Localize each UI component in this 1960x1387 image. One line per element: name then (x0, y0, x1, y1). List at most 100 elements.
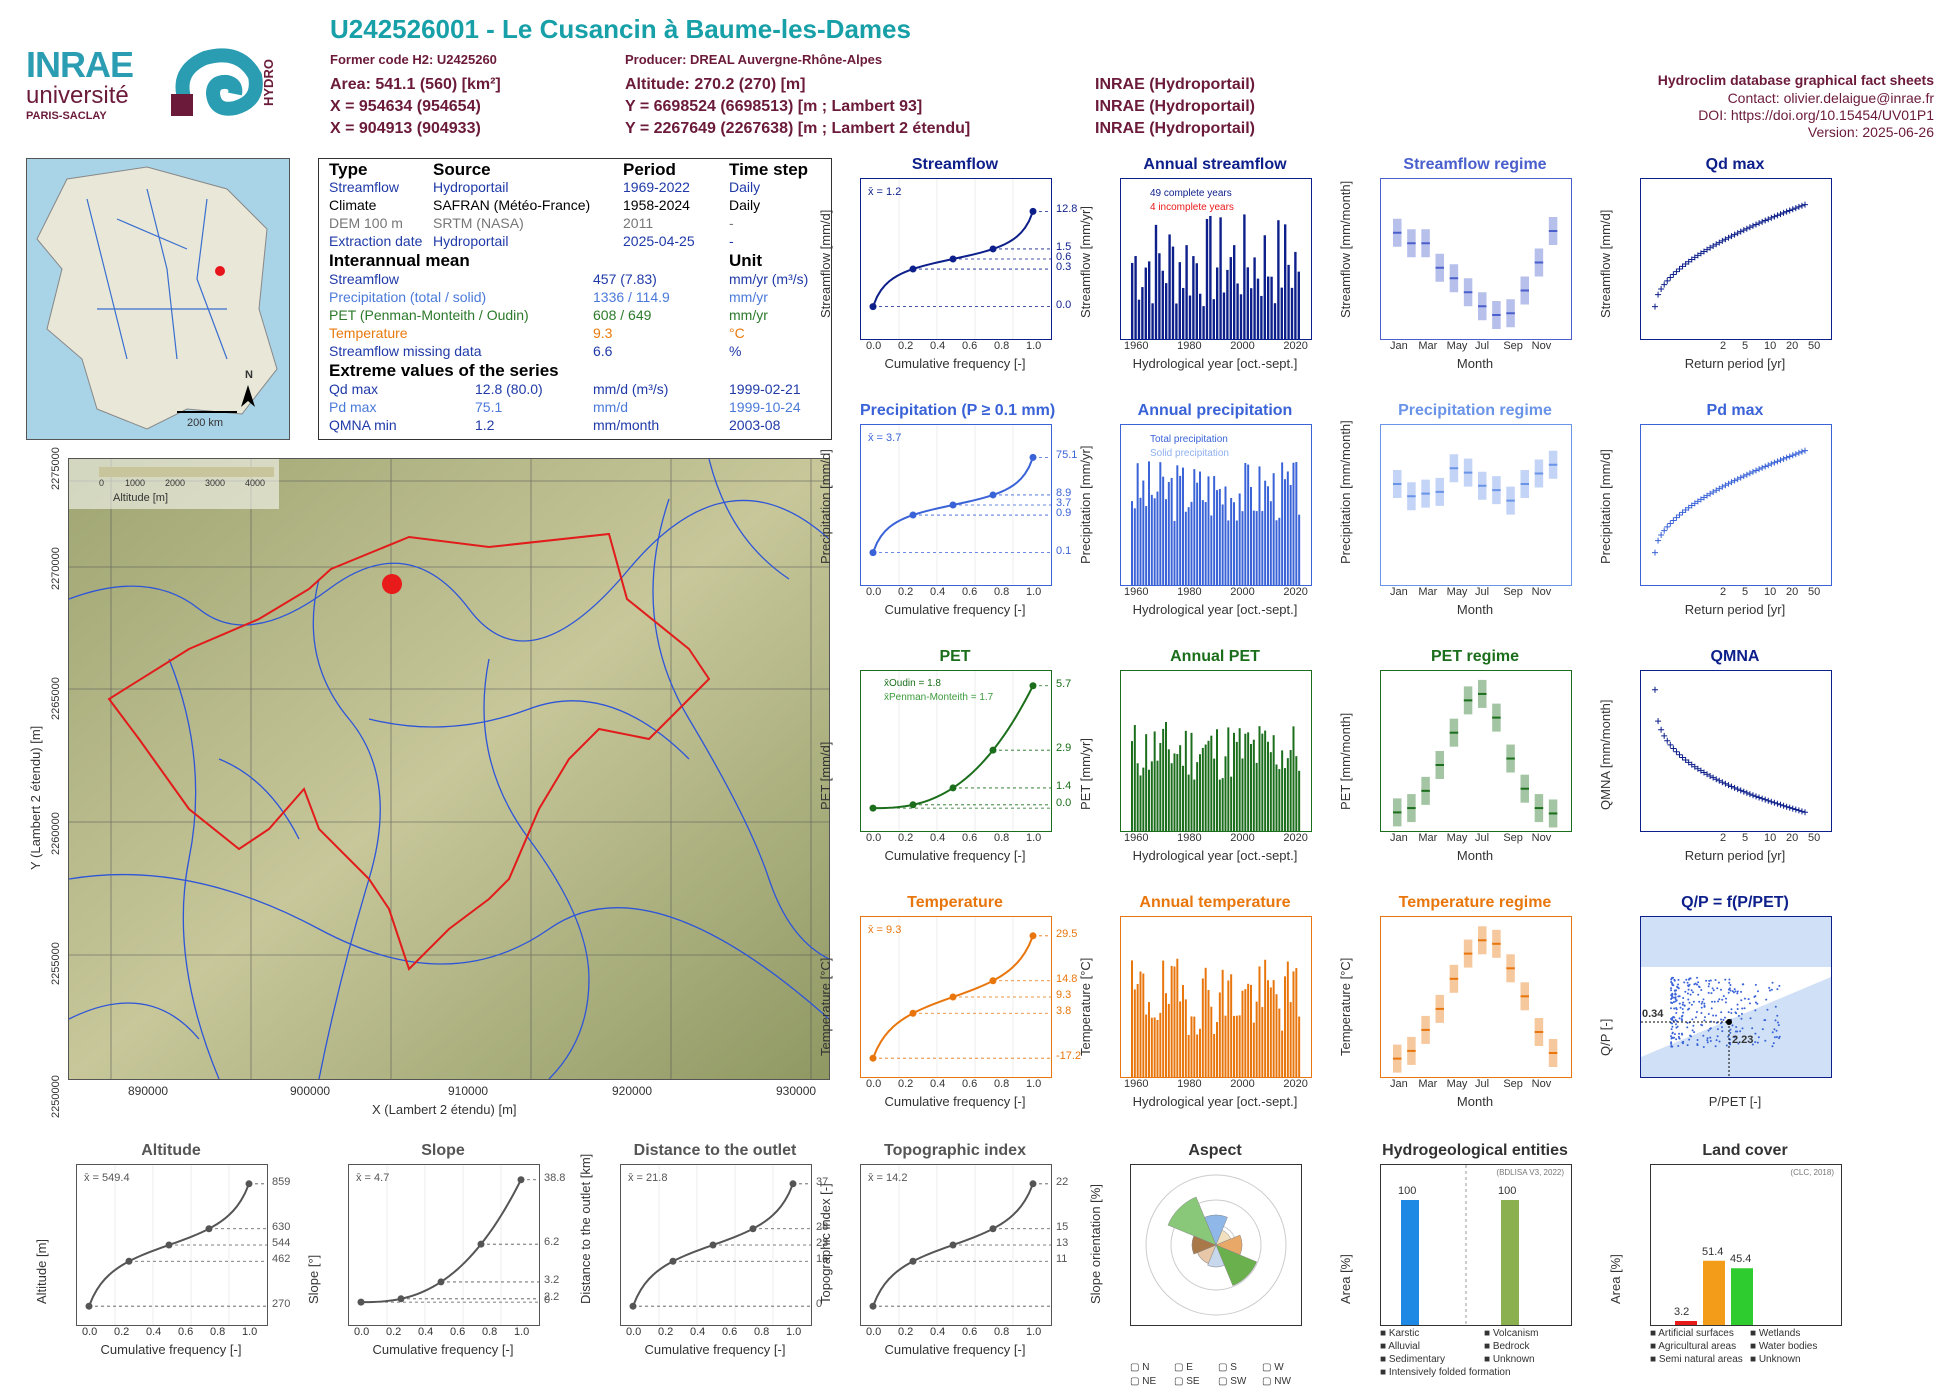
precipitation_regime-xtick: Sep (1503, 586, 1523, 598)
qd_max-marker (1743, 225, 1750, 232)
annual_streamflow-bar (1151, 303, 1154, 339)
qd_max-marker (1707, 244, 1714, 251)
annual_streamflow-frame (1120, 178, 1312, 340)
distance-frame (620, 1164, 812, 1326)
annual_streamflow-bar (1161, 270, 1164, 339)
aspect-legend-item: ▢ W (1262, 1362, 1284, 1373)
slope-svg (357, 1165, 539, 1325)
annual_pet-svg (1131, 721, 1301, 831)
qp-point (1735, 1025, 1738, 1028)
extreme-unit: mm/d (593, 399, 628, 415)
temperature_regime-xlabel: Month (1456, 1094, 1494, 1109)
altitude-title: Altitude (141, 1142, 201, 1159)
temperature_regime-frame (1380, 916, 1572, 1078)
qp-point (1675, 1038, 1678, 1041)
qp-point (1672, 976, 1675, 979)
qp-point (1686, 981, 1689, 984)
annual_temperature-bar (1255, 1001, 1258, 1077)
pd_max-marker (1795, 449, 1802, 456)
source-2: INRAE (Hydroportail) (1095, 98, 1255, 115)
qp-point (1711, 987, 1714, 990)
qp-point (1707, 985, 1710, 988)
annual_streamflow-ylabel: Streamflow [mm/yr] (1078, 206, 1093, 318)
qd_max-xtick: 20 (1786, 340, 1799, 352)
qp-point (1743, 997, 1746, 1000)
landcover-legend-item: ■ Semi natural areas (1650, 1354, 1743, 1365)
landcover-legend-item: ■ Wetlands (1750, 1328, 1801, 1339)
version: Version: 2025-06-26 (1807, 124, 1934, 140)
qp-point (1706, 1037, 1709, 1040)
qp-point (1709, 979, 1712, 982)
qp-point (1771, 1031, 1774, 1034)
qp-point (1711, 1000, 1714, 1003)
precipitation-mean: x̄ = 3.7 (868, 432, 902, 444)
annual_temperature-bar (1153, 1017, 1156, 1077)
annual_precipitation-bar (1139, 497, 1142, 585)
pd_max-marker (1762, 463, 1769, 470)
annual_precipitation-bar (1213, 476, 1216, 585)
annual_temperature-bar (1145, 1014, 1148, 1077)
pet_regime-xtick: Mar (1418, 832, 1438, 844)
annual_precipitation-bar (1286, 471, 1289, 585)
annual_precipitation-bar (1136, 463, 1139, 585)
landcover-legend-item: ■ Artificial surfaces (1650, 1328, 1734, 1339)
producer: Producer: DREAL Auvergne-Rhône-Alpes (625, 52, 883, 67)
annual_precipitation-bar (1182, 467, 1184, 585)
qmna-marker (1786, 804, 1793, 811)
annual_streamflow-bar (1256, 278, 1260, 339)
slope-xtick: 0.6 (450, 1326, 466, 1338)
qp-point (1697, 981, 1700, 984)
qp-point (1721, 1026, 1724, 1029)
qd_max-marker (1652, 303, 1658, 310)
north-label: N (245, 369, 253, 381)
qd_max-marker (1783, 208, 1790, 215)
distance-right-tick: 23 (816, 1237, 829, 1249)
aspect-title: Aspect (1188, 1142, 1242, 1159)
qp-point (1709, 1027, 1712, 1030)
qmna-marker (1743, 789, 1750, 796)
contact-link[interactable]: Contact: olivier.delaigue@inrae.fr (1727, 90, 1934, 106)
qp-point (1696, 976, 1699, 979)
qp-point (1716, 1035, 1719, 1038)
qp-point (1740, 1017, 1743, 1020)
annual_precipitation-bar (1298, 514, 1301, 585)
slope-panel: Slope Cumulative frequency [-] Slope [°] 38… (306, 1142, 565, 1362)
annual_precipitation-bar (1247, 464, 1250, 585)
altitude-xtick: 0.4 (146, 1326, 162, 1338)
qp-point (1703, 1004, 1706, 1007)
qd_max-frame (1640, 178, 1832, 340)
qd_max-xtick: 10 (1764, 340, 1777, 352)
annual_precipitation-bar (1196, 482, 1199, 585)
pet_regime-ylabel: PET [mm/month] (1338, 712, 1353, 810)
qmna-marker (1780, 802, 1787, 809)
qp-point (1727, 991, 1730, 994)
temperature-right-tick: 14.8 (1056, 972, 1078, 985)
annual_temperature-bar (1207, 990, 1210, 1077)
annual-streamflow-legend-1: 49 complete years (1150, 188, 1232, 199)
mean-label: Streamflow (329, 271, 400, 287)
x-l93: X = 954634 (954654) (330, 98, 481, 115)
row-period: 2011 (623, 215, 654, 231)
annual_temperature-frame (1120, 916, 1312, 1078)
annual_temperature-bar (1156, 1019, 1159, 1077)
qp-xlabel: P/PET [-] (1708, 1094, 1762, 1109)
doi-link[interactable]: DOI: https://doi.org/10.15454/UV01P1 (1698, 107, 1934, 123)
pd_max-panel: Pd max Return period [yr] Precipitation [m… (1598, 402, 1832, 622)
annual_precipitation-bar (1162, 476, 1165, 585)
annual_precipitation-bar (1156, 491, 1159, 585)
row-step: Daily (729, 179, 761, 195)
row-type: Extraction date (329, 233, 423, 249)
pd_max-marker (1731, 477, 1738, 484)
qp-point (1680, 1015, 1683, 1018)
annual_streamflow-bar (1212, 299, 1215, 339)
mean-value: 6.6 (593, 343, 613, 359)
annual_pet-frame (1120, 670, 1312, 832)
pd_max-xtick: 10 (1764, 586, 1777, 598)
row-source: Hydroportail (433, 179, 509, 195)
qmna-xtick: 10 (1764, 832, 1777, 844)
qd_max-marker (1713, 241, 1720, 248)
qp-point (1675, 989, 1678, 992)
logo-hydro-text: HYDRO (261, 59, 276, 106)
pd_max-marker (1691, 500, 1698, 507)
qp-point (1741, 1007, 1744, 1010)
